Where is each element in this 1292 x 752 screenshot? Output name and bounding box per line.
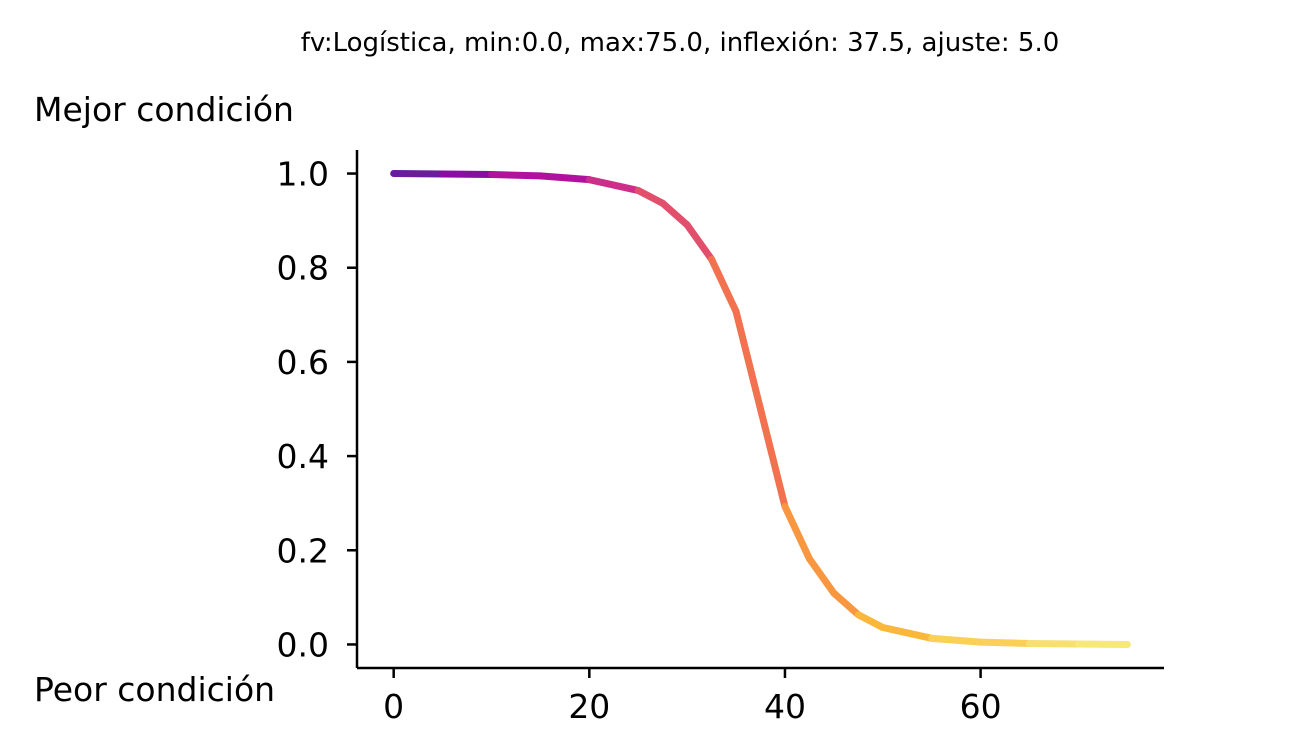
y-tick-label: 0.0 (277, 625, 329, 664)
logistic-curve (390, 170, 1131, 648)
curve-segment (830, 589, 862, 619)
x-axis-ticks: 0 20 40 60 (383, 668, 1002, 726)
curve-segment (585, 176, 642, 194)
y-label-best-condition: Mejor condición (34, 90, 294, 129)
curve-segment (757, 405, 789, 510)
curve-segment (634, 186, 667, 207)
x-tick-label: 40 (764, 687, 806, 726)
curve-segment (781, 502, 813, 563)
curve-segment (805, 555, 838, 597)
curve-segment (928, 634, 985, 646)
x-tick-label: 0 (383, 687, 404, 726)
curve-segment (683, 221, 716, 263)
curve-segment (732, 308, 764, 413)
y-axis-ticks: 0.0 0.2 0.4 0.6 0.8 1.0 (277, 155, 357, 664)
chart-title: fv:Logística, min:0.0, max:75.0, inflexi… (300, 28, 1060, 58)
y-tick-label: 0.8 (277, 249, 329, 288)
y-label-worst-condition: Peor condición (34, 670, 276, 709)
curve-segment (854, 611, 887, 632)
curve-segment (708, 255, 740, 316)
y-tick-label: 1.0 (277, 155, 329, 194)
x-tick-label: 20 (568, 687, 610, 726)
x-tick-label: 60 (960, 687, 1002, 726)
curve-segment (488, 170, 544, 180)
curve-segment (879, 624, 936, 642)
curve-segment (536, 172, 593, 184)
y-tick-label: 0.4 (277, 437, 329, 476)
curve-segment (977, 638, 1033, 648)
y-tick-label: 0.2 (277, 531, 329, 570)
y-tick-label: 0.6 (277, 343, 329, 382)
curve-segment (659, 199, 691, 229)
